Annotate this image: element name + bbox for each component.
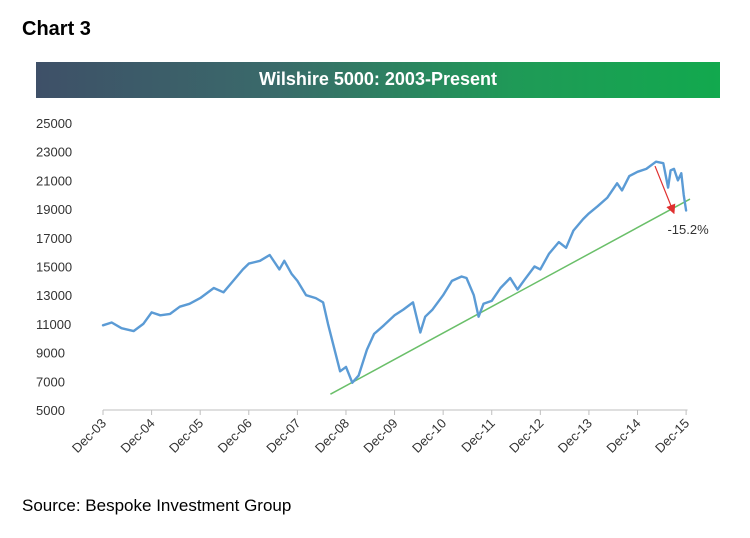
x-tick-label: Dec-10 xyxy=(409,416,449,456)
y-tick-label: 5000 xyxy=(36,403,65,418)
y-tick-label: 25000 xyxy=(36,116,72,131)
x-axis: Dec-03 Dec-04 Dec-05 Dec-06 Dec-07 Dec-08 Dec-… xyxy=(69,409,692,456)
x-tick-label: Dec-09 xyxy=(360,416,400,456)
source-note: Source: Bespoke Investment Group xyxy=(22,496,292,515)
annotation-arrow xyxy=(654,165,676,215)
chart-heading: Chart 3 xyxy=(22,18,91,40)
x-tick-label: Dec-07 xyxy=(263,416,303,456)
plot-area: -15.2% xyxy=(101,160,709,395)
chart-title-banner: Wilshire 5000: 2003-Present xyxy=(36,62,720,98)
x-tick-label: Dec-06 xyxy=(215,416,255,456)
x-tick-label: Dec-11 xyxy=(458,416,498,456)
x-tick-label: Dec-13 xyxy=(555,416,595,456)
x-tick-label: Dec-04 xyxy=(117,416,157,456)
x-tick-label: Dec-14 xyxy=(603,416,643,456)
x-tick-label: Dec-12 xyxy=(506,416,546,456)
y-tick-label: 7000 xyxy=(36,374,65,389)
x-tick-label: Dec-08 xyxy=(312,416,352,456)
y-axis: 5000 7000 9000 11000 13000 15000 17000 19000 210… xyxy=(36,116,72,418)
y-tick-label: 17000 xyxy=(36,231,72,246)
y-tick-label: 23000 xyxy=(36,145,72,160)
y-tick-label: 19000 xyxy=(36,202,72,217)
annotation-label: -15.2% xyxy=(667,222,709,237)
series-line xyxy=(101,160,688,384)
y-tick-label: 13000 xyxy=(36,288,72,303)
y-tick-label: 9000 xyxy=(36,346,65,361)
y-tick-label: 15000 xyxy=(36,260,72,275)
x-tick-label: Dec-03 xyxy=(69,416,109,456)
y-tick-label: 21000 xyxy=(36,173,72,188)
x-tick-label: Dec-05 xyxy=(166,416,206,456)
y-tick-label: 11000 xyxy=(36,317,71,332)
x-tick-label: Dec-15 xyxy=(652,416,692,456)
chart-title: Wilshire 5000: 2003-Present xyxy=(259,69,497,89)
trendline xyxy=(330,198,691,395)
